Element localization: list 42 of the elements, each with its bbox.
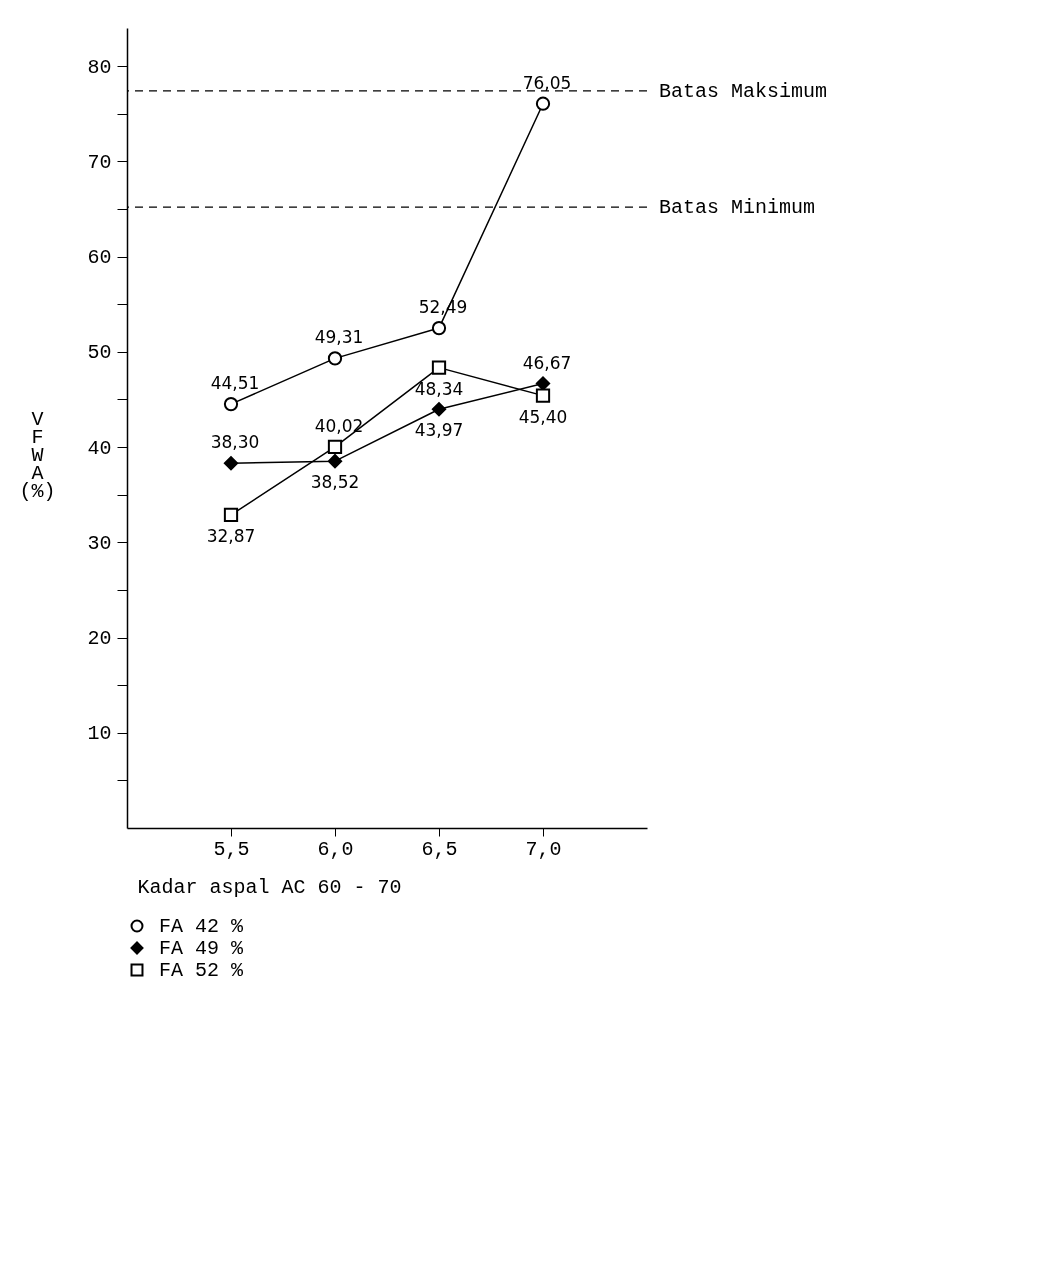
y-tick-label: 30 <box>87 531 112 555</box>
y-tick-label: 20 <box>87 627 112 651</box>
y-tick-label: 40 <box>87 436 112 460</box>
point <box>327 454 343 469</box>
point <box>535 96 551 111</box>
ref-line-label: Batas Maksimum <box>659 79 828 103</box>
point <box>223 507 239 523</box>
x-tick-label: 7,0 <box>525 837 562 861</box>
point <box>431 402 447 417</box>
x-tick-label: 6,0 <box>317 837 354 861</box>
point <box>223 456 239 471</box>
data-label: 38,30 <box>210 432 260 453</box>
y-axis-title: VFWA (%) <box>19 407 56 503</box>
point <box>223 396 239 412</box>
point <box>431 360 447 375</box>
data-label: 43,97 <box>414 420 464 441</box>
y-tick-label: 10 <box>87 722 112 746</box>
data-label: 45,40 <box>518 406 568 427</box>
y-tick-label: 50 <box>87 341 112 365</box>
data-label: 38,52 <box>310 472 360 493</box>
data-label: 46,67 <box>522 352 572 373</box>
data-label: 32,87 <box>206 525 256 546</box>
point <box>535 376 551 391</box>
y-tick-label: 80 <box>87 55 112 79</box>
y-tick-label: 70 <box>87 150 112 174</box>
legend-label: FA 49 % <box>159 937 245 960</box>
point <box>327 351 343 366</box>
legend-label: FA 52 % <box>159 959 245 982</box>
ref-line-label: Batas Minimum <box>659 196 816 220</box>
legend-label: FA 42 % <box>159 915 245 938</box>
data-label: 44,51 <box>210 373 260 394</box>
point <box>327 439 343 454</box>
point <box>431 320 447 336</box>
point <box>535 388 551 403</box>
x-tick-label: 6,5 <box>421 837 458 861</box>
data-label: 40,02 <box>314 415 364 436</box>
data-label: 49,31 <box>314 327 364 348</box>
y-tick-label: 60 <box>87 246 112 270</box>
data-label: 48,34 <box>414 378 464 399</box>
x-axis-title: Kadar aspal AC 60 - 70 <box>137 875 402 899</box>
data-label: 76,05 <box>522 72 572 93</box>
x-tick-label: 5,5 <box>213 837 250 861</box>
